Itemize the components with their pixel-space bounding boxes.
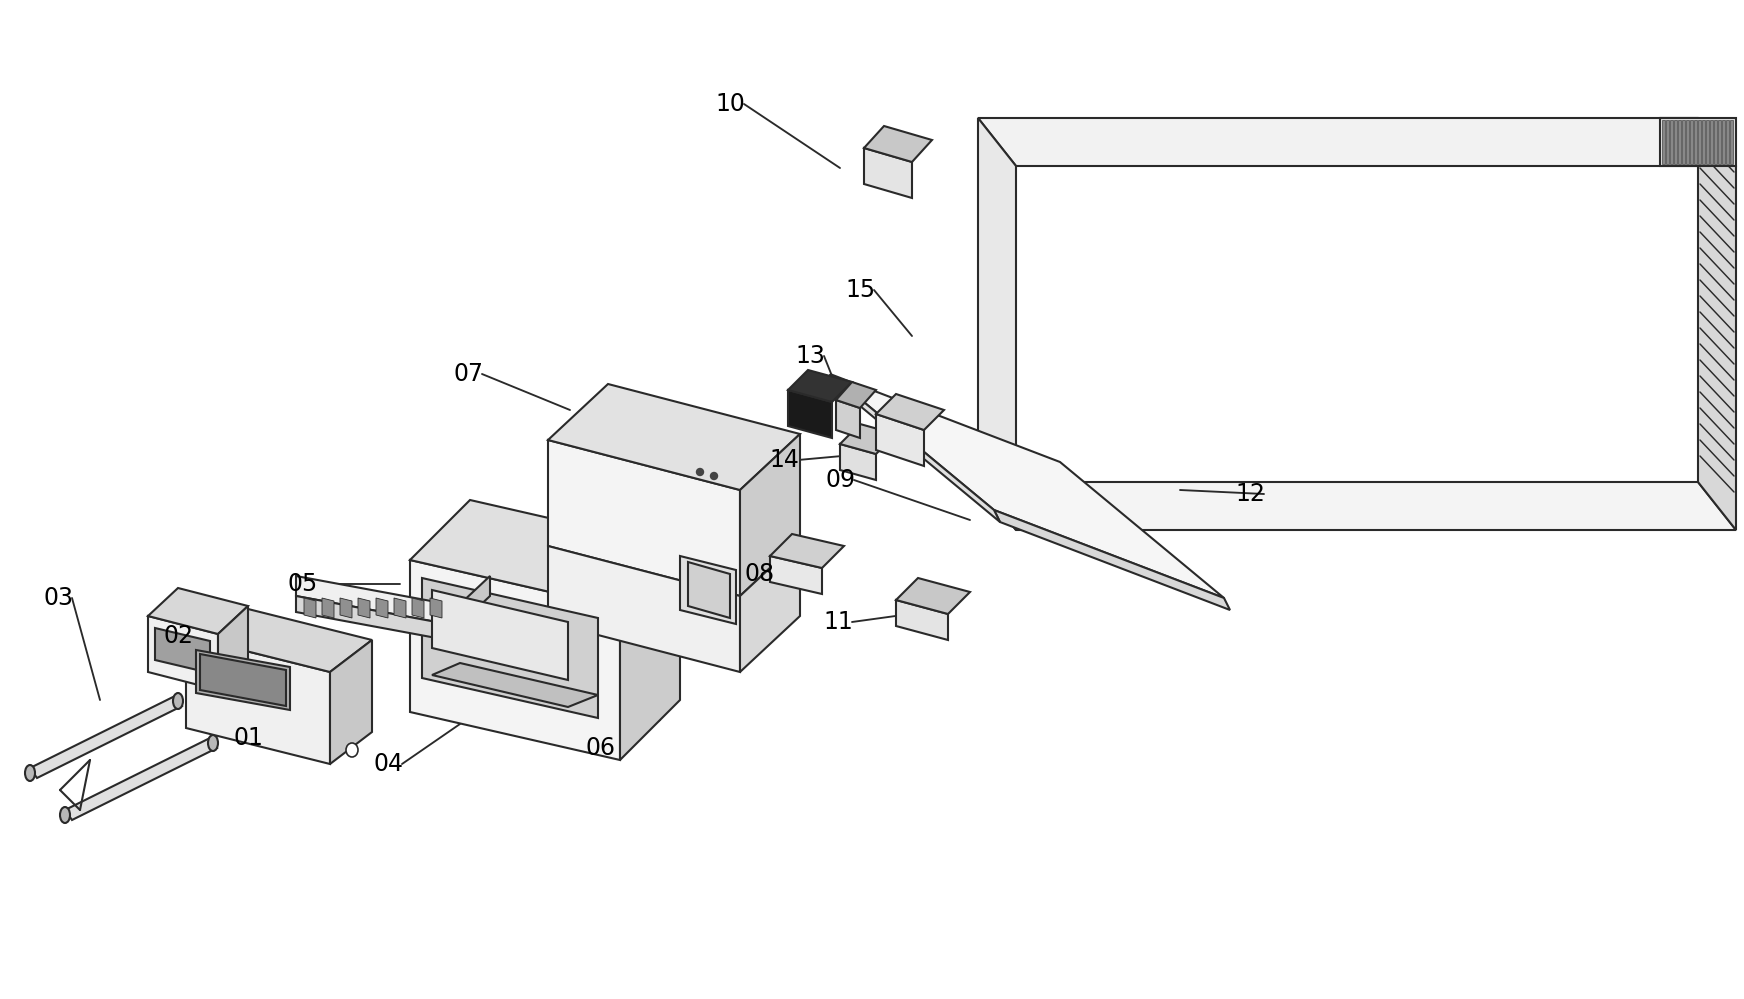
Text: 06: 06: [584, 736, 616, 760]
Polygon shape: [994, 510, 1230, 610]
Polygon shape: [433, 590, 569, 680]
Text: 04: 04: [373, 752, 403, 776]
Polygon shape: [788, 390, 832, 438]
Ellipse shape: [208, 735, 218, 751]
Polygon shape: [410, 500, 680, 608]
Polygon shape: [739, 540, 800, 672]
Polygon shape: [1681, 120, 1685, 164]
Text: 05: 05: [288, 572, 317, 596]
Polygon shape: [875, 394, 944, 430]
Polygon shape: [1662, 120, 1666, 164]
Polygon shape: [1699, 118, 1735, 530]
Polygon shape: [148, 616, 218, 690]
Ellipse shape: [345, 743, 358, 757]
Polygon shape: [1714, 120, 1718, 164]
Polygon shape: [896, 578, 970, 614]
Polygon shape: [1699, 120, 1700, 164]
Ellipse shape: [24, 765, 35, 781]
Polygon shape: [978, 118, 1735, 166]
Polygon shape: [1706, 120, 1709, 164]
Polygon shape: [459, 576, 490, 626]
Polygon shape: [187, 636, 330, 764]
Text: 10: 10: [715, 92, 745, 116]
Text: 13: 13: [795, 344, 825, 368]
Text: 09: 09: [825, 468, 855, 492]
Polygon shape: [30, 696, 181, 778]
Polygon shape: [621, 548, 680, 760]
Polygon shape: [303, 598, 316, 618]
Polygon shape: [201, 654, 286, 706]
Text: 12: 12: [1235, 482, 1264, 506]
Polygon shape: [65, 738, 216, 820]
Text: 15: 15: [844, 278, 875, 302]
Polygon shape: [835, 382, 875, 408]
Polygon shape: [1730, 120, 1734, 164]
Polygon shape: [548, 384, 800, 490]
Polygon shape: [340, 598, 352, 618]
Polygon shape: [680, 556, 736, 624]
Polygon shape: [841, 444, 875, 480]
Polygon shape: [788, 370, 853, 402]
Polygon shape: [330, 640, 371, 764]
Polygon shape: [1674, 120, 1678, 164]
Polygon shape: [433, 663, 598, 707]
Polygon shape: [687, 562, 731, 618]
Polygon shape: [1727, 120, 1728, 164]
Polygon shape: [148, 588, 248, 634]
Polygon shape: [875, 414, 924, 466]
Polygon shape: [155, 628, 209, 673]
Text: 11: 11: [823, 610, 853, 634]
Polygon shape: [739, 434, 800, 596]
Ellipse shape: [173, 693, 183, 709]
Polygon shape: [394, 598, 406, 618]
Polygon shape: [1693, 120, 1697, 164]
Polygon shape: [835, 400, 860, 438]
Polygon shape: [1666, 120, 1669, 164]
Text: 08: 08: [745, 562, 774, 586]
Polygon shape: [218, 606, 248, 690]
Text: 14: 14: [769, 448, 799, 472]
Text: 07: 07: [453, 362, 483, 386]
Polygon shape: [978, 118, 1017, 530]
Ellipse shape: [232, 672, 242, 684]
Polygon shape: [296, 596, 459, 642]
Polygon shape: [896, 600, 949, 640]
Polygon shape: [1718, 120, 1721, 164]
Polygon shape: [548, 546, 739, 672]
Polygon shape: [1721, 120, 1725, 164]
Polygon shape: [410, 560, 621, 760]
Text: 01: 01: [234, 726, 263, 750]
Ellipse shape: [696, 469, 703, 476]
Polygon shape: [771, 534, 844, 568]
Polygon shape: [377, 598, 387, 618]
Ellipse shape: [59, 807, 70, 823]
Polygon shape: [1686, 120, 1688, 164]
Polygon shape: [1678, 120, 1681, 164]
Text: 02: 02: [162, 624, 194, 648]
Polygon shape: [195, 650, 290, 710]
Polygon shape: [358, 598, 370, 618]
Polygon shape: [187, 604, 371, 672]
Polygon shape: [323, 598, 335, 618]
Polygon shape: [296, 576, 459, 626]
Polygon shape: [1660, 118, 1735, 166]
Polygon shape: [841, 424, 896, 454]
Polygon shape: [1660, 118, 1735, 166]
Polygon shape: [863, 126, 931, 162]
Polygon shape: [830, 374, 1224, 598]
Text: 03: 03: [44, 586, 73, 610]
Polygon shape: [1690, 120, 1693, 164]
Polygon shape: [830, 374, 999, 522]
Polygon shape: [422, 578, 598, 718]
Polygon shape: [771, 556, 821, 594]
Polygon shape: [863, 148, 912, 198]
Polygon shape: [431, 598, 441, 618]
Polygon shape: [1711, 120, 1713, 164]
Polygon shape: [1671, 120, 1672, 164]
Polygon shape: [1702, 120, 1706, 164]
Polygon shape: [548, 440, 739, 596]
Ellipse shape: [710, 473, 717, 480]
Polygon shape: [978, 482, 1735, 530]
Polygon shape: [412, 598, 424, 618]
